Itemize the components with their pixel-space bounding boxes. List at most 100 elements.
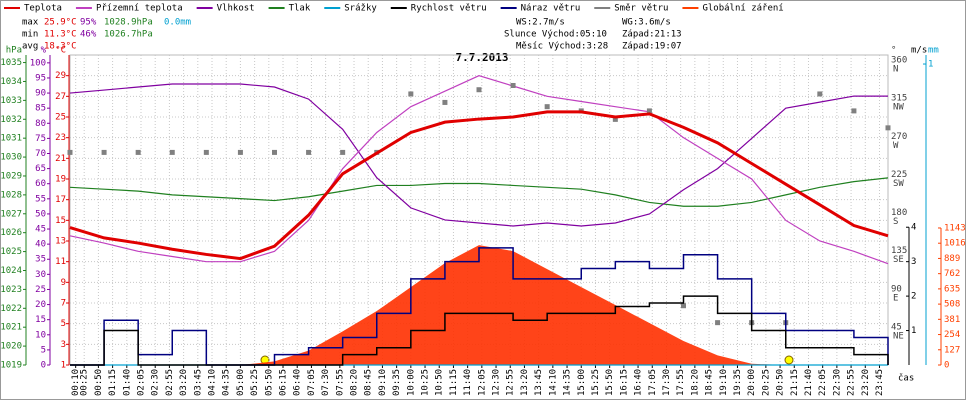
info-sun: Slunce Východ:05:10 — [504, 30, 607, 40]
y-tick-label: 180 — [891, 208, 907, 218]
x-tick-label: 00:25 — [80, 369, 90, 396]
stat-text: max — [22, 18, 39, 28]
y-tick-label: 360 — [891, 56, 907, 66]
y-tick-label: 5 — [61, 319, 66, 329]
y-tick-label: 508 — [944, 300, 960, 310]
y-tick-label: 635 — [944, 284, 960, 294]
x-axis-label: čas — [898, 373, 914, 384]
compass-label: S — [893, 217, 898, 227]
stat-text: 25.9°C — [44, 18, 77, 28]
x-tick-label: 21:15 — [790, 369, 800, 396]
y-tick-label: 4 — [911, 223, 916, 233]
x-tick-label: 14:35 — [563, 369, 573, 396]
series-point — [646, 108, 652, 114]
y-tick-label: 225 — [891, 170, 907, 180]
y-tick-label: 1143 — [944, 223, 966, 233]
info-sun-set: Západ:21:13 — [622, 30, 682, 40]
x-tick-label: 10:25 — [421, 369, 431, 396]
compass-label: NE — [893, 331, 904, 341]
x-tick-label: 17:05 — [648, 369, 658, 396]
series-point — [203, 149, 209, 155]
series-point — [169, 149, 175, 155]
y-tick-label: 45 — [891, 322, 902, 332]
x-tick-label: 22:55 — [847, 369, 857, 396]
x-tick-label: 18:20 — [690, 369, 700, 396]
x-tick-label: 04:10 — [208, 369, 218, 396]
y-tick-label: 9 — [61, 278, 66, 288]
y-tick-label: 29 — [55, 71, 66, 81]
x-tick-label: 21:40 — [804, 369, 814, 396]
x-tick-label: 19:35 — [733, 369, 743, 396]
y-tick-label: 1020 — [0, 342, 22, 352]
info-ws: WS:2.7m/s — [516, 18, 565, 28]
y-tick-label: 3 — [911, 257, 916, 267]
x-tick-label: 13:20 — [520, 369, 530, 396]
y-tick-label: 13 — [55, 237, 66, 247]
x-tick-label: 12:30 — [492, 369, 502, 396]
x-tick-label: 08:20 — [350, 369, 360, 396]
y-tick-label: 1031 — [0, 134, 22, 144]
series-point — [476, 87, 482, 93]
legend-label: Globální záření — [702, 4, 783, 14]
series-point — [408, 91, 414, 97]
x-tick-label: 00:10 — [71, 369, 81, 396]
x-tick-label: 17:55 — [676, 369, 686, 396]
series-line — [69, 110, 889, 261]
x-tick-label: 22:30 — [832, 369, 842, 396]
info-wg: WG:3.6m/s — [622, 18, 671, 28]
y-tick-label: 40 — [35, 240, 46, 250]
y-tick-label: 80 — [35, 119, 46, 129]
stat-text: 1026.7hPa — [104, 30, 153, 40]
x-tick-label: 20:25 — [761, 369, 771, 396]
x-tick-label: 23:45 — [875, 369, 885, 396]
y-tick-label: 25 — [55, 113, 66, 123]
x-tick-label: 06:40 — [293, 369, 303, 396]
series-point — [612, 116, 618, 122]
x-tick-label: 15:25 — [591, 369, 601, 396]
series-point — [510, 82, 516, 88]
series-point — [817, 91, 823, 97]
x-tick-label: 02:55 — [165, 369, 175, 396]
y-tick-label: 30 — [35, 270, 46, 280]
y-tick-label: 70 — [35, 149, 46, 159]
x-tick-label: 02:30 — [151, 369, 161, 396]
y-tick-label: 1023 — [0, 285, 22, 295]
y-tick-label: 90 — [35, 89, 46, 99]
y-tick-label: 17 — [55, 195, 66, 205]
chart-title: 7.7.2013 — [456, 51, 509, 64]
y-tick-label: 762 — [944, 269, 960, 279]
x-tick-label: 13:45 — [534, 369, 544, 396]
x-tick-label: 03:45 — [193, 369, 203, 396]
compass-label: SE — [893, 255, 904, 265]
y-tick-label: 50 — [35, 209, 46, 219]
y-tick-label: 21 — [55, 154, 66, 164]
x-tick-label: 10:00 — [406, 369, 416, 396]
compass-label: E — [893, 293, 898, 303]
series-area — [70, 245, 888, 365]
series-point — [544, 104, 550, 110]
y-axis-unit: % — [41, 46, 47, 56]
y-tick-label: 889 — [944, 254, 960, 264]
x-tick-label: 00:50 — [94, 369, 104, 396]
series-point — [340, 149, 346, 155]
y-tick-label: 7 — [61, 299, 66, 309]
y-axis-unit: °C — [55, 46, 66, 56]
x-tick-label: 23:20 — [861, 369, 871, 396]
x-tick-label: 16:40 — [634, 369, 644, 396]
y-tick-label: 0 — [944, 361, 949, 371]
y-tick-label: 3 — [61, 340, 66, 350]
legend-label: Přízemní teplota — [96, 4, 183, 14]
x-tick-label: 14:10 — [548, 369, 558, 396]
compass-label: NW — [893, 103, 904, 113]
y-tick-label: 75 — [35, 134, 46, 144]
y-tick-label: 27 — [55, 92, 66, 102]
y-tick-label: 0 — [41, 361, 46, 371]
x-tick-label: 18:45 — [705, 369, 715, 396]
stat-text: min — [22, 30, 38, 40]
x-tick-label: 20:50 — [776, 369, 786, 396]
compass-label: SW — [893, 179, 904, 189]
series-line — [69, 177, 889, 207]
x-tick-label: 22:05 — [818, 369, 828, 396]
x-tick-label: 05:50 — [264, 369, 274, 396]
